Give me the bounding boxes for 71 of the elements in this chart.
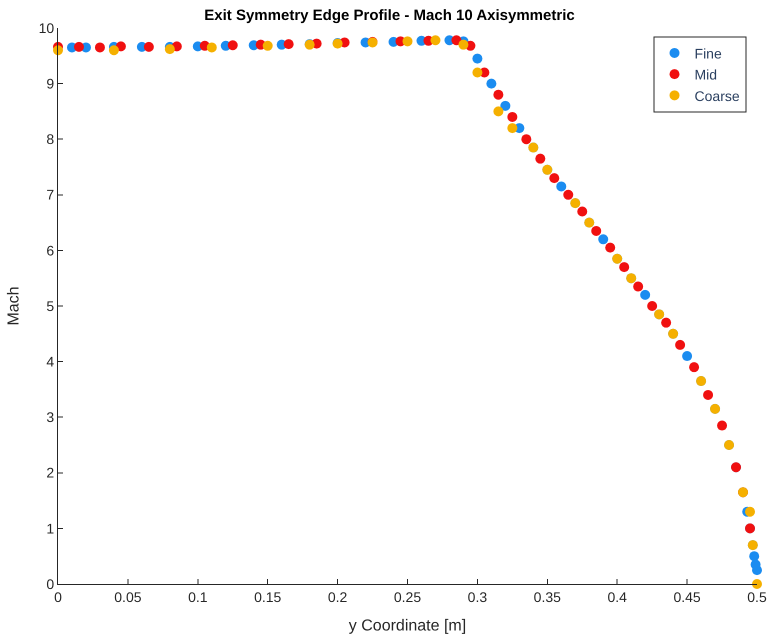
point — [451, 35, 462, 46]
point — [94, 42, 105, 52]
point — [74, 42, 84, 52]
point — [549, 173, 560, 184]
y-tick-label: 9 — [46, 76, 54, 92]
x-tick-label: 0.2 — [328, 588, 348, 605]
point — [228, 40, 238, 50]
point — [605, 242, 616, 253]
chart-title: Exit Symmetry Edge Profile - Mach 10 Axisymmetric — [204, 7, 575, 24]
point — [703, 390, 714, 400]
point — [458, 40, 468, 50]
point — [507, 112, 518, 122]
legend-label: Fine — [694, 45, 722, 62]
point — [500, 100, 510, 111]
point — [486, 78, 496, 89]
y-tick-label: 8 — [46, 131, 54, 148]
x-tick-label: 0.45 — [673, 588, 701, 605]
point — [493, 90, 504, 100]
point — [108, 45, 119, 56]
point — [472, 54, 482, 64]
point — [577, 206, 588, 216]
x-tick-label: 0.3 — [468, 588, 488, 605]
point — [682, 351, 692, 362]
x-tick-label: 0.35 — [534, 588, 562, 605]
y-tick-label: 1 — [46, 520, 54, 536]
y-tick-label: 5 — [46, 298, 54, 314]
point — [752, 565, 762, 576]
point — [752, 579, 762, 589]
point — [284, 39, 294, 50]
point — [633, 282, 644, 292]
point — [598, 234, 608, 244]
point — [640, 290, 650, 300]
x-tick-label: 0.1 — [188, 588, 208, 605]
point — [591, 226, 602, 236]
y-tick-label: 4 — [46, 354, 54, 370]
y-axis-title: Mach — [6, 286, 23, 326]
point — [619, 262, 630, 272]
x-tick-label: 0.05 — [114, 588, 142, 605]
x-tick-label: 0.5 — [747, 588, 767, 605]
x-tick-label: 0.25 — [394, 588, 422, 605]
legend-label: Coarse — [694, 88, 740, 104]
y-tick-label: 2 — [46, 464, 54, 481]
legend-label: Mid — [694, 66, 718, 83]
point — [647, 301, 658, 311]
point — [563, 190, 574, 200]
point — [430, 35, 440, 46]
point — [493, 106, 504, 116]
point — [535, 154, 546, 164]
point — [745, 506, 756, 517]
x-axis-title: y Coordinate [m] — [348, 618, 466, 634]
point — [507, 123, 518, 134]
point — [661, 318, 672, 328]
point — [717, 420, 728, 431]
point — [675, 340, 686, 350]
y-tick-label: 0 — [46, 576, 54, 592]
x-tick-label: 0.4 — [607, 588, 628, 605]
point — [749, 551, 760, 562]
point — [521, 134, 532, 144]
point — [144, 42, 154, 52]
y-tick-label: 3 — [46, 409, 54, 426]
y-tick-label: 6 — [46, 242, 54, 258]
point — [556, 181, 566, 192]
y-tick-label: 10 — [38, 20, 54, 36]
x-tick-label: 0.15 — [254, 588, 282, 605]
point — [689, 362, 700, 372]
point — [402, 36, 412, 46]
point — [262, 40, 273, 51]
point — [472, 67, 482, 78]
point — [206, 42, 217, 52]
point — [164, 44, 175, 54]
y-tick-label: 7 — [46, 186, 54, 203]
